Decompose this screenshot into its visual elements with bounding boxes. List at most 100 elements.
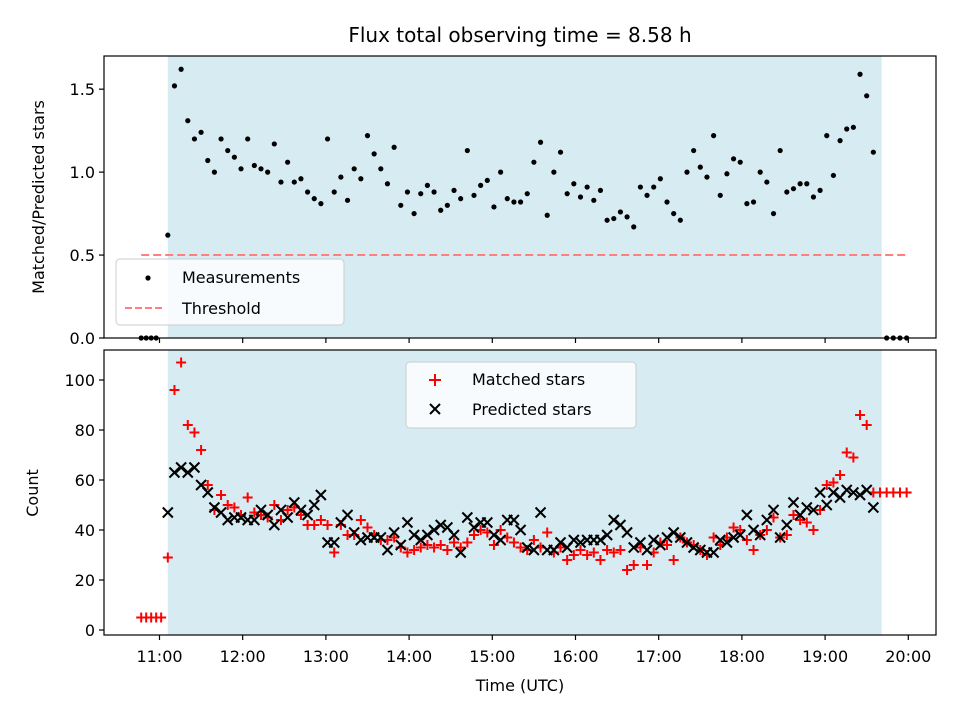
point-measurements-80 (671, 210, 677, 217)
point-measurements-40 (404, 189, 411, 195)
legend-marker-predicted (429, 403, 441, 415)
point-measurements-82 (684, 169, 690, 175)
point-matched-stars-99 (788, 510, 799, 520)
bottom-ticks-layer: 11:00 12:00 13:00 14:00 15:00 16:00 17:00 18:00… (64, 371, 931, 666)
point-measurements-18 (258, 166, 264, 172)
point-measurements-71 (611, 215, 617, 222)
point-measurements-65 (571, 181, 577, 187)
point-predicted-stars-84 (721, 536, 733, 549)
point-matched-stars-105 (828, 477, 839, 488)
legend-label-matched: Matched stars (472, 370, 585, 389)
point-matched-stars-109 (855, 410, 866, 420)
x-tick-label-5: 16:00 (552, 647, 598, 666)
point-matched-stars-93 (748, 545, 759, 555)
point-matched-stars-46 (435, 540, 446, 550)
point-matched-stars-73 (615, 545, 626, 555)
point-measurements-105 (837, 138, 843, 144)
point-predicted-stars-36 (401, 516, 414, 529)
point-matched-stars-7 (176, 357, 187, 368)
point-matched-stars-41 (402, 547, 413, 558)
point-predicted-stars-22 (308, 499, 320, 511)
point-matched-stars-25 (295, 510, 306, 520)
point-measurements-11 (211, 169, 218, 175)
point-predicted-stars-2 (175, 461, 187, 474)
legend-label-measurements: Measurements (182, 268, 300, 287)
point-measurements-46 (444, 202, 450, 208)
point-matched-stars-15 (229, 502, 240, 513)
y-tick-label-5: 100 (64, 371, 95, 390)
point-predicted-stars-56 (534, 506, 547, 519)
point-predicted-stars-62 (574, 536, 587, 549)
point-measurements-69 (597, 187, 604, 193)
point-predicted-stars-105 (860, 484, 873, 496)
point-measurements-5 (171, 83, 178, 89)
y-tick-label-0: 0.0 (70, 329, 95, 348)
point-predicted-stars-33 (381, 544, 394, 556)
point-predicted-stars-106 (867, 501, 880, 514)
point-measurements-44 (431, 189, 437, 195)
point-measurements-42 (418, 191, 424, 197)
y-tick-label-2: 40 (75, 521, 95, 540)
point-measurements-4 (165, 232, 171, 238)
point-measurements-58 (524, 191, 530, 197)
point-matched-stars-13 (216, 490, 227, 500)
point-measurements-19 (265, 169, 271, 175)
point-predicted-stars-99 (821, 499, 833, 511)
point-predicted-stars-16 (268, 519, 281, 531)
point-measurements-15 (238, 166, 244, 172)
point-matched-stars-19 (255, 510, 266, 520)
point-predicted-stars-46 (468, 521, 480, 534)
point-matched-stars-23 (282, 505, 293, 515)
point-measurements-54 (498, 169, 504, 175)
top-ticks-layer: 0.0 0.5 1.0 1.5 (70, 80, 909, 348)
x-tick-label-2: 13:00 (303, 647, 349, 666)
point-measurements-10 (205, 157, 211, 164)
point-measurements-110 (870, 149, 876, 155)
point-predicted-stars-80 (694, 544, 707, 556)
point-predicted-stars-18 (281, 511, 294, 524)
point-matched-stars-72 (608, 547, 619, 558)
point-matched-stars-51 (468, 530, 479, 540)
point-measurements-32 (351, 166, 357, 172)
point-measurements-41 (411, 210, 417, 217)
point-measurements-76 (644, 192, 650, 198)
point-predicted-stars-20 (295, 504, 307, 516)
point-matched-stars-58 (515, 542, 526, 553)
point-predicted-stars-89 (754, 529, 766, 541)
point-measurements-56 (511, 199, 517, 205)
point-predicted-stars-75 (661, 531, 673, 544)
point-predicted-stars-1 (168, 466, 181, 479)
point-predicted-stars-72 (641, 544, 653, 556)
point-measurements-104 (830, 172, 837, 179)
x-tick-label-6: 17:00 (636, 647, 682, 666)
point-measurements-78 (657, 176, 663, 182)
point-matched-stars-49 (455, 542, 466, 553)
point-predicted-stars-21 (301, 509, 314, 521)
point-measurements-62 (551, 169, 557, 175)
point-measurements-36 (378, 166, 384, 172)
point-measurements-103 (824, 133, 830, 139)
point-matched-stars-44 (422, 540, 433, 550)
point-measurements-73 (624, 214, 630, 220)
point-matched-stars-70 (595, 555, 606, 565)
point-matched-stars-14 (222, 500, 233, 510)
y-tick-label-3: 1.5 (70, 80, 95, 99)
point-matched-stars-30 (329, 547, 340, 558)
point-measurements-83 (691, 147, 697, 154)
point-predicted-stars-45 (461, 511, 474, 524)
point-measurements-96 (777, 147, 783, 154)
point-predicted-stars-43 (448, 529, 460, 541)
point-measurements-48 (458, 196, 464, 202)
point-measurements-47 (451, 187, 457, 193)
point-measurements-13 (225, 147, 231, 154)
point-predicted-stars-76 (667, 526, 680, 539)
point-matched-stars-9 (189, 427, 200, 438)
y-tick-label-1: 20 (75, 571, 95, 590)
point-predicted-stars-48 (481, 516, 494, 529)
point-measurements-38 (391, 144, 397, 150)
point-predicted-stars-83 (714, 534, 726, 546)
point-measurements-72 (617, 209, 624, 215)
point-measurements-26 (311, 196, 317, 202)
point-predicted-stars-0 (162, 506, 174, 519)
point-predicted-stars-25 (328, 536, 340, 549)
